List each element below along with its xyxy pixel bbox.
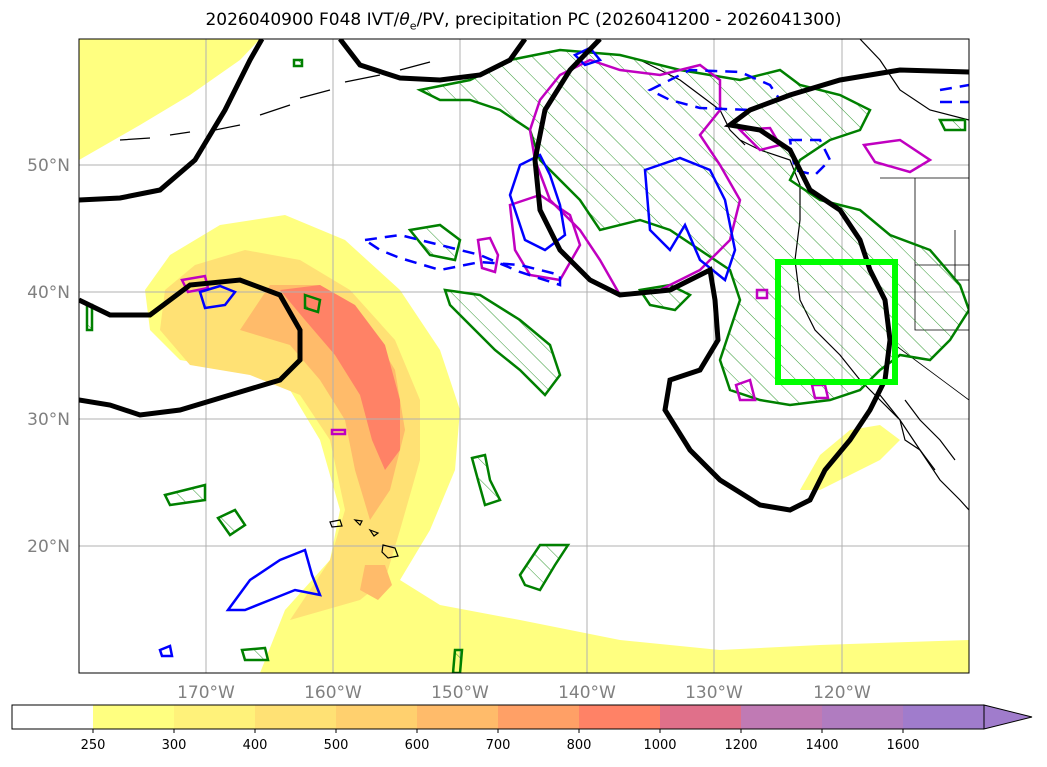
pv-neg-sw2 bbox=[198, 284, 237, 310]
pv-neg-dashed-far bbox=[939, 83, 969, 104]
longitude-labels: 170°W 160°W 150°W 140°W 130°W 120°W bbox=[177, 683, 871, 703]
precip-region-small6 bbox=[85, 303, 94, 332]
target-region-box bbox=[775, 259, 898, 385]
lon-label-140w: 140°W bbox=[558, 683, 616, 703]
colorbar-segment bbox=[93, 705, 175, 729]
colorbar-segment bbox=[417, 705, 499, 729]
ivt-500-south-lobe bbox=[360, 565, 392, 600]
colorbar-tick-label: 700 bbox=[486, 738, 511, 753]
colorbar-tick-label: 300 bbox=[162, 738, 187, 753]
colorbar-segment bbox=[903, 705, 985, 729]
colorbar-tick-label: 1600 bbox=[886, 738, 919, 753]
colorbar-extend-arrow bbox=[983, 704, 1033, 730]
theta-e-north bbox=[79, 39, 265, 203]
pv-neg-dashed-coast bbox=[788, 138, 832, 177]
precip-region-small5 bbox=[451, 648, 464, 673]
lon-label-130w: 130°W bbox=[685, 683, 743, 703]
precip-region-ne bbox=[416, 48, 969, 407]
theta-e-main bbox=[338, 39, 969, 513]
hawaii-islands bbox=[329, 519, 399, 559]
colorbar-tick-label: 1400 bbox=[805, 738, 838, 753]
colorbar-segment bbox=[660, 705, 742, 729]
colorbar-tick-label: 500 bbox=[324, 738, 349, 753]
colorbar-segment bbox=[741, 705, 823, 729]
pv-negative-contours bbox=[158, 46, 969, 658]
lon-label-120w: 120°W bbox=[813, 683, 871, 703]
pv-neg-north bbox=[508, 153, 567, 252]
ivt-shading bbox=[79, 39, 969, 673]
pv-pos-small4 bbox=[755, 288, 769, 300]
precip-region-sw4 bbox=[518, 543, 571, 592]
latitude-labels: 50°N 40°N 30°N 20°N bbox=[27, 156, 70, 557]
lat-label-40n: 40°N bbox=[27, 283, 70, 303]
figure-title: 2026040900 F048 IVT/θe/PV, precipitation… bbox=[0, 10, 1047, 32]
title-theta-sub: e bbox=[409, 19, 417, 33]
baja-california bbox=[879, 394, 956, 471]
colorbar-segment bbox=[336, 705, 418, 729]
precip-region-small3 bbox=[937, 118, 967, 132]
lon-label-170w: 170°W bbox=[177, 683, 235, 703]
colorbar-segment bbox=[255, 705, 337, 729]
colorbar-tick-label: 250 bbox=[81, 738, 106, 753]
colorbar-segment bbox=[579, 705, 661, 729]
colorbar-tick-label: 600 bbox=[405, 738, 430, 753]
lon-label-150w: 150°W bbox=[431, 683, 489, 703]
map-area bbox=[79, 39, 969, 673]
precip-region-sw2 bbox=[216, 508, 247, 537]
colorbar-segment bbox=[12, 705, 94, 729]
theta-e-west bbox=[79, 277, 303, 418]
lat-label-30n: 30°N bbox=[27, 410, 70, 430]
colorbar: 250 300 400 500 600 700 800 1000 1200 1400 1600 bbox=[11, 704, 1033, 753]
colorbar-tick-label: 1200 bbox=[724, 738, 757, 753]
title-theta: θ bbox=[399, 10, 410, 30]
precip-region-sw1 bbox=[163, 483, 207, 507]
colorbar-segment bbox=[498, 705, 580, 729]
pv-neg-center bbox=[643, 156, 737, 283]
precip-region-small1 bbox=[303, 293, 322, 314]
lat-label-50n: 50°N bbox=[27, 156, 70, 176]
theta-e-contours bbox=[79, 39, 969, 513]
ivt-800-core bbox=[280, 285, 400, 470]
colorbar-tick-label: 1000 bbox=[643, 738, 676, 753]
map-frame bbox=[78, 38, 970, 674]
pv-pos-mid bbox=[476, 236, 500, 274]
ivt-250-band-north bbox=[79, 39, 260, 160]
pv-pos-ne bbox=[861, 138, 933, 174]
colorbar-segment bbox=[822, 705, 904, 729]
lat-label-20n: 20°N bbox=[27, 537, 70, 557]
pv-neg-north-edge bbox=[572, 46, 603, 67]
precip-region-sw5 bbox=[240, 646, 270, 662]
precip-region-sw3 bbox=[470, 453, 502, 507]
precip-region-central bbox=[443, 288, 562, 397]
title-prefix: 2026040900 F048 IVT/ bbox=[205, 10, 400, 30]
colorbar-tick-label: 800 bbox=[567, 738, 592, 753]
precip-region-small4 bbox=[292, 58, 304, 68]
pv-neg-sw bbox=[225, 548, 323, 612]
title-suffix: /PV, precipitation PC (2026041200 - 2026… bbox=[416, 10, 842, 30]
pv-pos-small1 bbox=[330, 428, 347, 436]
lon-label-160w: 160°W bbox=[304, 683, 362, 703]
pv-pos-small2 bbox=[734, 378, 757, 402]
pv-neg-small bbox=[158, 644, 174, 658]
colorbar-segment bbox=[174, 705, 256, 729]
colorbar-tick-label: 400 bbox=[243, 738, 268, 753]
aleutian-islands bbox=[119, 61, 431, 141]
